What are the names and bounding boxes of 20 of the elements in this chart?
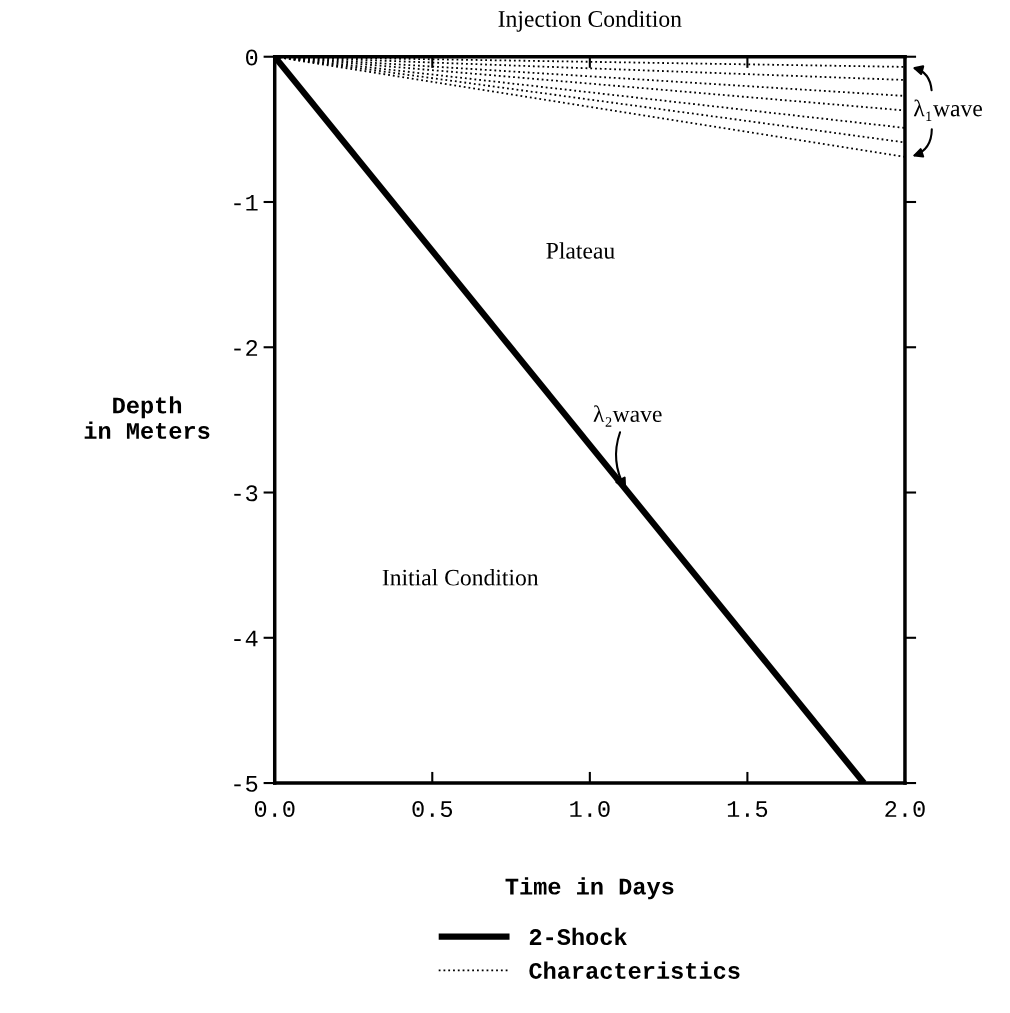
- annotation: Initial Condition: [382, 568, 539, 586]
- y-tick-label: -3: [234, 485, 258, 502]
- x-tick-label: 1.0: [570, 801, 610, 818]
- y-tick-label: 0: [246, 49, 258, 66]
- y-tick-label: -2: [234, 340, 258, 356]
- annotation: λ₂wave: [593, 405, 662, 427]
- y-tick-label: -1: [234, 194, 258, 211]
- x-tick-label: 0.0: [254, 801, 295, 818]
- annotation: Injection Condition: [498, 10, 682, 32]
- x-axis-title: Time in Days: [505, 877, 674, 900]
- x-tick-label: 0.5: [412, 801, 453, 818]
- legend-label: 2-Shock: [529, 927, 627, 946]
- legend-label: Characteristics: [529, 961, 740, 979]
- x-tick-label: 1.5: [727, 801, 768, 818]
- y-axis-title: Depth in Meters: [84, 396, 210, 439]
- y-tick-label: -4: [234, 630, 258, 647]
- x-tick-label: 2.0: [885, 801, 925, 818]
- annotation: Plateau: [546, 242, 615, 259]
- y-tick-label: -5: [234, 776, 258, 792]
- annotation: λ₁wave: [913, 99, 982, 121]
